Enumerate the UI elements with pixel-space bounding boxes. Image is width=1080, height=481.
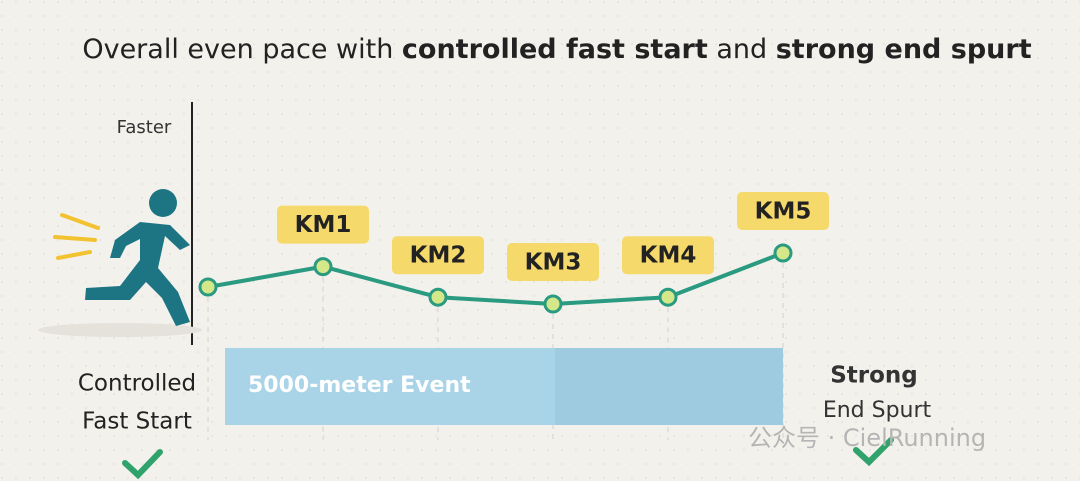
title-segment: Overall even pace with: [82, 34, 402, 65]
km-label: KM1: [295, 212, 352, 238]
km-label-box: [622, 236, 714, 275]
left-note: Controlled: [78, 371, 196, 397]
y-axis-label: Faster: [117, 117, 172, 138]
right-note: Strong: [830, 363, 918, 389]
title-segment: controlled fast start: [402, 34, 708, 65]
pace-marker: [543, 294, 563, 314]
pace-marker: [313, 257, 333, 277]
km-label-box: [277, 205, 369, 244]
km-label-box: [737, 192, 829, 230]
left-note: Fast Start: [82, 409, 192, 435]
runner-icon: [38, 189, 202, 337]
km-label: KM3: [525, 250, 582, 276]
check-icon: [122, 449, 163, 480]
pace-marker: [773, 243, 793, 263]
title-segment: strong end spurt: [776, 34, 1032, 65]
km-label: KM2: [410, 243, 467, 269]
pace-marker: [428, 287, 448, 307]
pace-marker: [658, 287, 678, 307]
title: Overall even pace with controlled fast s…: [82, 34, 1031, 65]
title-segment: and: [708, 34, 776, 65]
pace-marker: [198, 277, 218, 297]
km-label-box: [392, 236, 484, 275]
watermark: 公众号 · CielRunning: [748, 424, 986, 452]
right-note: End Spurt: [823, 398, 932, 423]
pace-line: [207, 251, 784, 306]
km-label: KM5: [755, 199, 812, 225]
check-icon: [853, 437, 894, 467]
event-band: [555, 348, 783, 425]
km-label: KM4: [640, 243, 697, 269]
band-label: 5000-meter Event: [248, 373, 471, 398]
km-label-box: [507, 243, 599, 281]
event-band: [225, 348, 555, 425]
